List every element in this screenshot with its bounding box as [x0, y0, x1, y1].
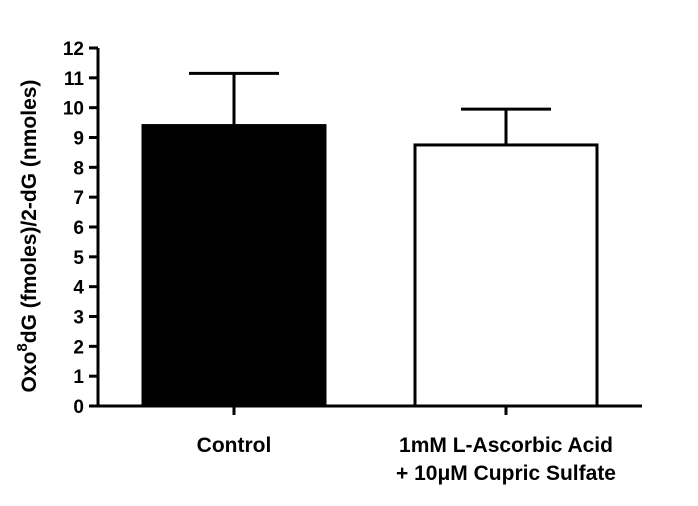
bar	[413, 143, 599, 408]
x-category-label: 1mM L-Ascorbic Acid	[399, 434, 613, 457]
y-tick-label: 8	[73, 158, 84, 179]
y-tick-label: 0	[73, 397, 84, 418]
x-category-label: + 10μM Cupric Sulfate	[396, 462, 616, 485]
bar	[141, 124, 327, 408]
y-axis-title-suffix: dG (fmoles)/2-dG (nmoles)	[18, 80, 41, 344]
y-tick-label: 5	[73, 248, 84, 269]
y-tick-label: 11	[64, 69, 85, 90]
y-axis-title: Oxo8dG (fmoles)/2-dG (nmoles)	[14, 80, 41, 393]
y-tick-label: 12	[63, 39, 84, 60]
y-tick-label: 6	[73, 218, 84, 239]
y-tick-label: 9	[73, 129, 84, 150]
y-tick-label: 3	[73, 308, 84, 329]
y-axis-title-prefix: Oxo	[18, 352, 41, 393]
x-category-label: Control	[197, 434, 272, 457]
y-tick-label: 10	[63, 99, 84, 120]
x-axis: Control 1mM L-Ascorbic Acid + 10μM Cupric …	[97, 404, 642, 485]
y-axis-title-superscript: 8	[14, 343, 31, 351]
y-tick-label: 7	[73, 188, 84, 209]
error-bars	[189, 71, 551, 145]
y-tick-label: 2	[73, 337, 84, 358]
y-tick-label: 4	[73, 278, 84, 299]
bars	[141, 124, 599, 408]
y-tick-label: 1	[73, 367, 84, 388]
